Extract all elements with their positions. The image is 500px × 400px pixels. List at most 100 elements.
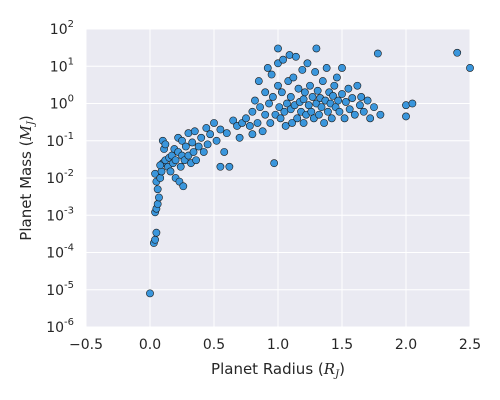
- data-point: [294, 84, 303, 93]
- data-point: [216, 162, 225, 171]
- data-point: [235, 133, 244, 142]
- data-point: [256, 103, 264, 112]
- data-point: [197, 133, 206, 142]
- data-point: [281, 122, 290, 130]
- data-point: [350, 110, 359, 119]
- data-point: [279, 55, 288, 64]
- data-point: [408, 99, 417, 108]
- data-point: [357, 93, 366, 101]
- data-point: [366, 114, 375, 123]
- data-point: [340, 114, 349, 123]
- data-point: [370, 103, 378, 112]
- data-point: [332, 73, 341, 82]
- data-point: [210, 119, 218, 127]
- data-point: [199, 148, 208, 156]
- data-point: [188, 138, 197, 147]
- data-point: [338, 64, 346, 72]
- data-point: [146, 289, 154, 298]
- data-point: [338, 90, 346, 98]
- data-point: [254, 77, 263, 85]
- y-tick-label: 100: [50, 94, 74, 113]
- data-point: [277, 88, 286, 97]
- data-point: [373, 49, 382, 58]
- data-point: [153, 200, 162, 208]
- data-point: [317, 103, 326, 112]
- data-point: [299, 119, 308, 127]
- data-point: [212, 136, 221, 145]
- y-tick-label: 10-5: [46, 280, 74, 299]
- data-point: [318, 77, 327, 85]
- x-tick-label: 1.0: [267, 337, 289, 353]
- data-point: [335, 107, 344, 116]
- data-point: [307, 107, 316, 116]
- data-point: [344, 84, 353, 93]
- data-point: [248, 130, 257, 139]
- y-axis-label: Planet Mass (MJ): [17, 115, 37, 240]
- data-point: [251, 96, 259, 105]
- data-point: [161, 140, 170, 149]
- data-point: [298, 65, 307, 74]
- data-point: [202, 124, 211, 132]
- data-point: [261, 110, 270, 119]
- data-point: [263, 64, 272, 72]
- data-point: [229, 116, 238, 125]
- data-point: [320, 119, 328, 127]
- data-point: [363, 96, 372, 105]
- data-point: [151, 235, 160, 244]
- data-point: [222, 129, 231, 138]
- data-point: [265, 99, 273, 108]
- data-point: [153, 185, 162, 194]
- data-point: [266, 119, 275, 127]
- x-axis-label: Planet Radius (RJ): [211, 360, 345, 380]
- data-point: [176, 162, 185, 171]
- data-point: [267, 70, 276, 79]
- data-point: [206, 130, 215, 139]
- data-point: [178, 136, 186, 145]
- data-points: [146, 44, 474, 298]
- data-point: [293, 114, 302, 123]
- data-point: [359, 107, 368, 116]
- data-point: [285, 51, 294, 59]
- data-point: [311, 68, 320, 76]
- data-point: [261, 88, 270, 97]
- data-point: [308, 93, 317, 101]
- x-tick-labels: −0.5 0.0 0.5 1.0 1.5 2.0 2.5: [69, 337, 481, 353]
- data-point: [184, 129, 193, 138]
- data-point: [156, 161, 165, 170]
- y-tick-label: 10-2: [46, 168, 74, 187]
- data-point: [303, 59, 312, 68]
- data-point: [152, 228, 161, 237]
- data-point: [283, 99, 291, 108]
- data-point: [189, 148, 198, 156]
- y-tick-label: 10-4: [46, 243, 74, 262]
- data-point: [353, 81, 362, 90]
- y-tick-label: 102: [50, 19, 74, 38]
- data-point: [216, 125, 225, 134]
- data-point: [453, 48, 462, 57]
- x-tick-label: 1.5: [331, 337, 353, 353]
- data-point: [402, 112, 410, 121]
- data-point: [312, 44, 321, 53]
- data-point: [194, 142, 203, 151]
- x-tick-label: 2.5: [459, 337, 481, 353]
- data-point: [245, 122, 254, 130]
- data-point: [329, 91, 337, 100]
- data-point: [300, 88, 309, 97]
- data-point: [275, 103, 284, 112]
- x-tick-label: 2.0: [395, 337, 417, 353]
- data-point: [313, 86, 322, 95]
- data-point: [327, 114, 336, 123]
- x-tick-label: 0.0: [139, 337, 161, 353]
- data-point: [179, 182, 188, 191]
- data-point: [248, 107, 257, 116]
- data-point: [276, 114, 285, 123]
- data-point: [466, 64, 474, 72]
- data-point: [402, 101, 410, 110]
- data-point: [225, 162, 234, 171]
- data-point: [286, 93, 295, 101]
- x-tick-label: 0.5: [203, 337, 225, 353]
- data-point: [334, 96, 343, 105]
- data-point: [253, 119, 262, 127]
- y-tick-label: 10-1: [46, 131, 74, 150]
